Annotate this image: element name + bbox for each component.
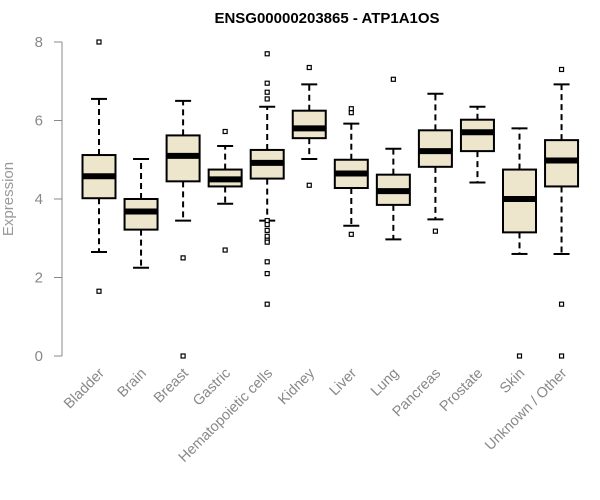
outlier-point <box>264 221 270 228</box>
x-category-label: Liver <box>327 365 361 399</box>
outlier-point <box>390 76 396 82</box>
box-hematopoietic-cells <box>249 51 285 307</box>
outlier-point <box>348 231 354 237</box>
y-axis: 0 2 4 6 8 <box>35 34 63 365</box>
x-category-label: Bladder <box>61 365 108 412</box>
boxes-group <box>81 39 580 359</box>
outlier-point <box>264 89 270 95</box>
outlier-point <box>558 301 565 307</box>
outlier-point <box>96 288 102 294</box>
outlier-point <box>558 66 565 73</box>
outlier-point <box>306 64 312 71</box>
box-gastric <box>207 128 243 253</box>
x-category-label: Brain <box>115 366 150 401</box>
box-liver <box>333 106 369 237</box>
outlier-point <box>264 227 270 233</box>
box-unknown-other <box>544 66 580 359</box>
outlier-point <box>264 80 270 86</box>
x-category-label: Breast <box>151 366 192 407</box>
outlier-point <box>96 39 102 45</box>
x-category-label: Skin <box>497 366 528 397</box>
y-tick-label: 6 <box>35 113 43 130</box>
box-prostate <box>459 105 495 184</box>
outlier-point <box>516 353 523 359</box>
chart-title: ENSG00000203865 - ATP1A1OS <box>214 10 439 27</box>
y-tick-label: 0 <box>35 348 43 365</box>
outlier-point <box>180 353 186 359</box>
box-skin <box>502 127 537 359</box>
box-breast <box>165 99 201 359</box>
x-category-label: Kidney <box>275 365 318 408</box>
outlier-point <box>222 247 228 253</box>
outlier-point <box>432 228 438 234</box>
box-bladder <box>81 39 117 294</box>
box-brain <box>123 157 159 269</box>
outlier-point <box>306 182 312 188</box>
outlier-point <box>264 96 270 102</box>
outlier-point <box>264 301 270 307</box>
outlier-point <box>264 239 270 245</box>
box-lung <box>375 76 411 241</box>
y-tick-label: 8 <box>35 34 43 51</box>
outlier-point <box>222 128 228 135</box>
outlier-point <box>264 51 270 57</box>
y-tick-label: 4 <box>35 191 43 208</box>
y-tick-label: 2 <box>35 270 43 287</box>
box-kidney <box>291 64 327 188</box>
box-pancreas <box>417 92 453 234</box>
outlier-point <box>558 353 565 359</box>
outlier-point <box>264 270 270 277</box>
outlier-point <box>264 259 270 265</box>
outlier-point <box>348 110 354 116</box>
box-iqr <box>459 118 495 153</box>
x-category-label: Prostate <box>437 366 486 415</box>
y-axis-title: Expression <box>0 162 17 236</box>
x-category-label: Lung <box>368 366 402 400</box>
box-iqr <box>291 109 327 140</box>
outlier-point <box>180 255 186 261</box>
